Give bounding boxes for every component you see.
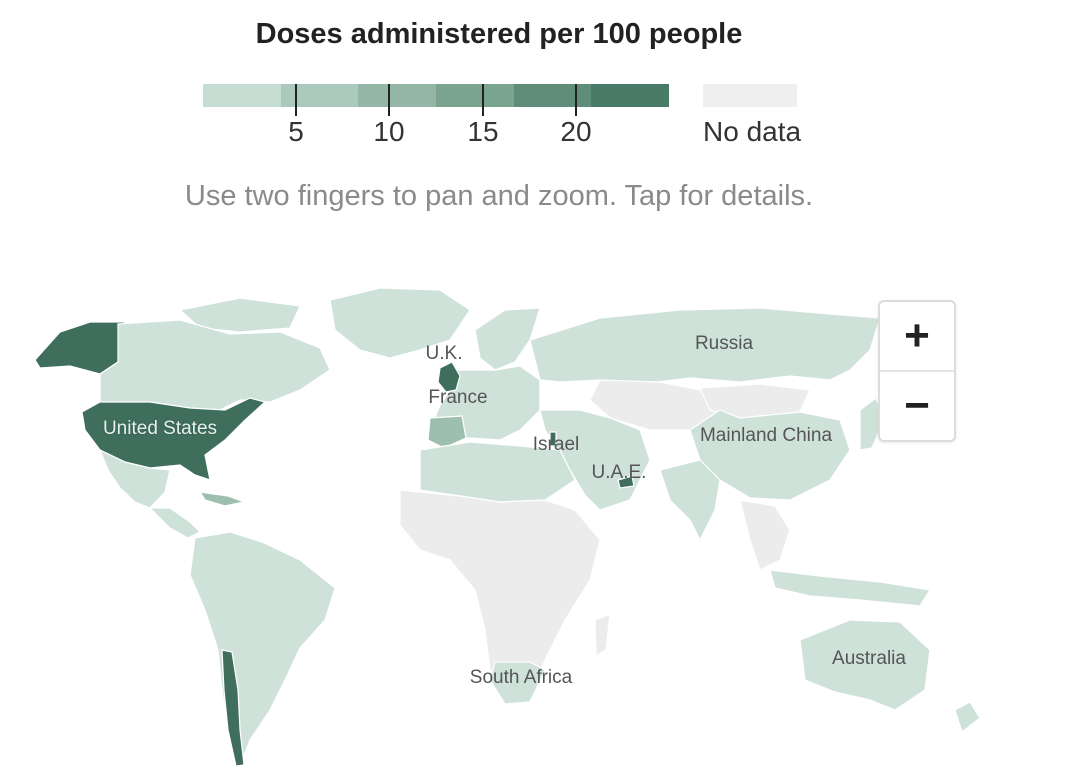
- region-israel[interactable]: [549, 431, 557, 447]
- scale-tick-label: 20: [560, 116, 592, 147]
- label-russia: Russia: [694, 333, 754, 354]
- label-uk: U.K.: [425, 343, 463, 364]
- region-mexico[interactable]: [98, 448, 171, 509]
- label-united-states: United States: [102, 418, 218, 439]
- region-united-states[interactable]: [81, 397, 267, 481]
- scale-tick: [388, 84, 390, 116]
- plus-icon: +: [904, 311, 930, 360]
- legend: Doses administered per 100 people 5 10 1…: [0, 0, 1080, 160]
- label-south-africa: South Africa: [469, 667, 573, 688]
- zoom-out-button[interactable]: −: [880, 370, 954, 440]
- scale-tick: [575, 84, 577, 116]
- region-caribbean[interactable]: [198, 491, 247, 507]
- scale-segment: [203, 84, 281, 107]
- scale-segment: [591, 84, 670, 107]
- interaction-hint: Use two fingers to pan and zoom. Tap for…: [184, 180, 814, 212]
- region-madagascar[interactable]: [594, 613, 611, 658]
- region-south-america[interactable]: [189, 531, 336, 767]
- label-israel: Israel: [532, 434, 580, 455]
- map-title: Doses administered per 100 people: [255, 18, 743, 50]
- label-australia: Australia: [832, 648, 906, 669]
- scale-tick-label: 10: [373, 116, 405, 147]
- region-greenland[interactable]: [329, 287, 471, 359]
- scale-tick-label: 15: [467, 116, 499, 147]
- region-indonesia[interactable]: [769, 569, 931, 607]
- region-chile[interactable]: [221, 649, 245, 767]
- region-se-asia[interactable]: [739, 499, 791, 571]
- region-iberia[interactable]: [427, 415, 467, 449]
- zoom-in-button[interactable]: +: [880, 302, 954, 370]
- scale-segment: [280, 84, 359, 107]
- no-data-swatch: [703, 84, 797, 107]
- region-india[interactable]: [659, 459, 721, 542]
- scale-tick: [482, 84, 484, 116]
- world-map-svg[interactable]: [0, 270, 1080, 782]
- region-uae[interactable]: [617, 475, 635, 489]
- region-scandinavia[interactable]: [474, 307, 541, 371]
- label-mainland-china: Mainland China: [699, 425, 833, 446]
- region-canada[interactable]: [99, 319, 331, 411]
- color-scale-bar: [203, 84, 670, 107]
- region-north-africa[interactable]: [419, 441, 576, 503]
- region-australia[interactable]: [799, 619, 931, 711]
- label-france: France: [428, 387, 488, 408]
- scale-segment: [358, 84, 437, 107]
- world-map[interactable]: U.K. Russia France United States Israel …: [0, 270, 1080, 782]
- scale-tick: [295, 84, 297, 116]
- no-data-label: No data: [703, 116, 802, 147]
- zoom-control: + −: [878, 300, 956, 442]
- region-south-africa[interactable]: [489, 661, 546, 705]
- region-central-america[interactable]: [148, 507, 202, 539]
- region-russia[interactable]: [529, 307, 881, 385]
- scale-segment: [513, 84, 592, 107]
- label-uae: U.A.E.: [591, 462, 647, 483]
- region-uk[interactable]: [437, 361, 461, 393]
- scale-segment: [436, 84, 514, 107]
- region-new-zealand[interactable]: [954, 701, 981, 734]
- minus-icon: −: [904, 381, 930, 430]
- scale-tick-label: 5: [288, 116, 304, 147]
